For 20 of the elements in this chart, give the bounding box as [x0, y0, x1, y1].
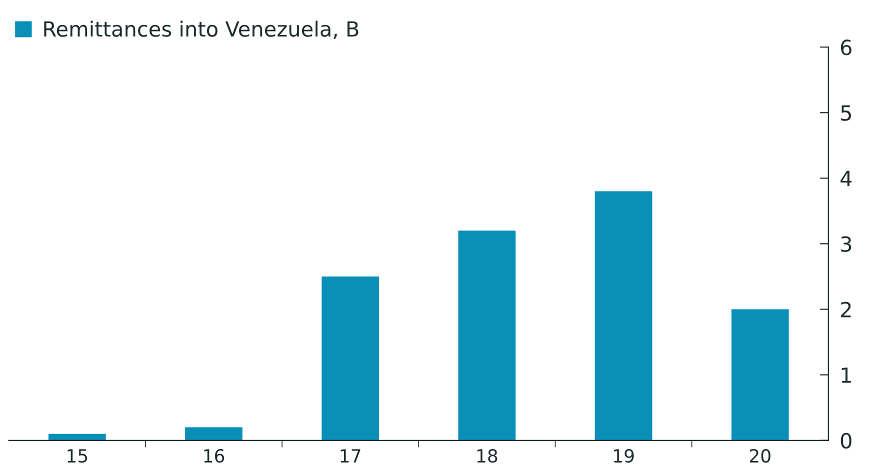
y-tick-label: 4 [840, 170, 852, 186]
bar [322, 276, 380, 440]
bar [48, 434, 106, 440]
y-tick-label: 2 [841, 302, 851, 318]
bar [594, 191, 652, 440]
y-tick-label: 1 [842, 368, 851, 383]
x-tick-label: 19 [614, 449, 634, 463]
x-tick-label: 17 [340, 449, 360, 462]
y-tick-label: 5 [841, 105, 851, 121]
legend-label: Remittances into Venezuela, B [44, 20, 358, 39]
y-tick-label: 3 [841, 236, 852, 252]
bar [458, 230, 516, 440]
x-tick-label: 15 [68, 449, 88, 463]
x-tick-label: 18 [477, 449, 498, 463]
y-tick-label: 0 [840, 432, 852, 449]
bar [185, 427, 242, 440]
y-tick-label: 6 [840, 40, 852, 56]
x-tick-label: 20 [750, 449, 770, 463]
x-tick-label: 16 [204, 449, 224, 463]
bar [731, 309, 789, 440]
